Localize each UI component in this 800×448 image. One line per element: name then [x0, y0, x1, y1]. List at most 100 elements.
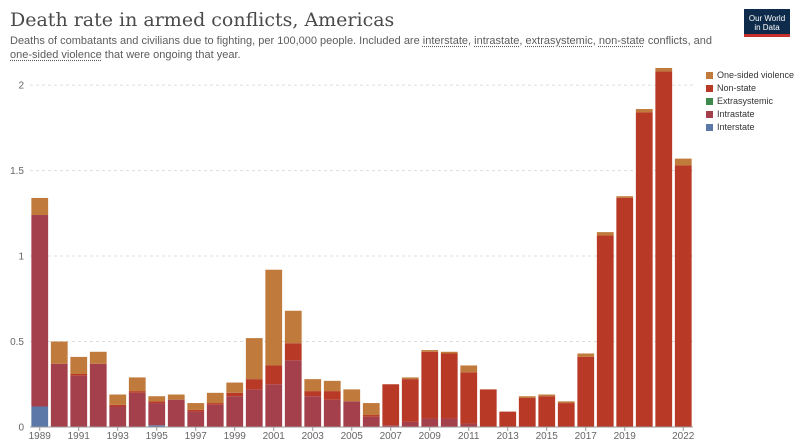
bar-segment[interactable]: [187, 409, 205, 412]
bar-segment[interactable]: [109, 404, 127, 407]
bar-stack[interactable]: [31, 197, 49, 427]
bar-segment[interactable]: [284, 310, 302, 344]
subtitle-term-link[interactable]: one-sided violence: [10, 48, 102, 61]
bar-segment[interactable]: [148, 396, 166, 402]
bar-stack[interactable]: [226, 382, 244, 427]
bar-segment[interactable]: [70, 356, 88, 375]
bar-segment[interactable]: [635, 112, 653, 427]
bar-segment[interactable]: [421, 350, 439, 352]
bar-stack[interactable]: [577, 353, 595, 427]
bar-segment[interactable]: [226, 382, 244, 393]
bar-segment[interactable]: [109, 406, 127, 427]
bar-segment[interactable]: [616, 196, 634, 198]
bar-segment[interactable]: [343, 401, 361, 427]
bar-segment[interactable]: [440, 353, 458, 419]
bar-segment[interactable]: [616, 197, 634, 427]
bar-segment[interactable]: [401, 379, 419, 422]
bar-stack[interactable]: [148, 396, 166, 427]
bar-segment[interactable]: [265, 384, 283, 427]
bar-segment[interactable]: [518, 397, 536, 427]
bar-segment[interactable]: [265, 365, 283, 385]
bar-stack[interactable]: [616, 196, 634, 427]
bar-segment[interactable]: [128, 391, 146, 393]
bar-segment[interactable]: [538, 396, 556, 427]
bar-segment[interactable]: [362, 403, 380, 416]
bar-segment[interactable]: [50, 341, 68, 364]
bar-stack[interactable]: [596, 232, 614, 427]
bar-stack[interactable]: [674, 158, 692, 427]
legend-item[interactable]: Interstate: [706, 121, 794, 134]
bar-stack[interactable]: [245, 338, 263, 427]
subtitle-term-link[interactable]: intrastate: [474, 35, 520, 47]
bar-segment[interactable]: [655, 68, 673, 72]
bar-segment[interactable]: [148, 425, 166, 427]
bar-segment[interactable]: [226, 392, 244, 397]
bar-segment[interactable]: [557, 401, 575, 404]
legend-item[interactable]: One-sided violence: [706, 69, 794, 82]
bar-segment[interactable]: [31, 406, 49, 427]
bar-stack[interactable]: [635, 109, 653, 427]
bar-segment[interactable]: [577, 353, 595, 357]
bar-segment[interactable]: [382, 425, 400, 427]
legend-item[interactable]: Non-state: [706, 82, 794, 95]
bar-segment[interactable]: [167, 394, 185, 400]
bar-segment[interactable]: [421, 351, 439, 419]
bar-stack[interactable]: [109, 394, 127, 427]
bar-stack[interactable]: [323, 380, 341, 427]
bar-segment[interactable]: [323, 399, 341, 427]
bar-segment[interactable]: [304, 391, 322, 397]
bar-stack[interactable]: [440, 351, 458, 427]
bar-segment[interactable]: [89, 351, 107, 364]
bar-segment[interactable]: [265, 269, 283, 366]
bar-stack[interactable]: [655, 68, 673, 428]
bar-stack[interactable]: [538, 394, 556, 427]
bar-segment[interactable]: [577, 356, 595, 427]
bar-stack[interactable]: [362, 403, 380, 427]
bar-stack[interactable]: [421, 350, 439, 427]
bar-stack[interactable]: [557, 401, 575, 427]
bar-segment[interactable]: [557, 403, 575, 427]
bar-segment[interactable]: [460, 365, 478, 373]
bar-stack[interactable]: [89, 351, 107, 427]
bar-segment[interactable]: [440, 418, 458, 427]
bar-segment[interactable]: [89, 363, 107, 427]
bar-stack[interactable]: [50, 341, 68, 427]
bar-segment[interactable]: [187, 403, 205, 410]
bar-segment[interactable]: [304, 379, 322, 392]
bar-segment[interactable]: [206, 403, 224, 405]
bar-stack[interactable]: [304, 379, 322, 427]
bar-segment[interactable]: [226, 396, 244, 427]
bar-segment[interactable]: [382, 384, 400, 426]
subtitle-term-link[interactable]: interstate: [422, 35, 469, 47]
bar-segment[interactable]: [109, 394, 127, 405]
bar-segment[interactable]: [401, 377, 419, 380]
bar-segment[interactable]: [596, 232, 614, 236]
bar-stack[interactable]: [284, 310, 302, 427]
legend-item[interactable]: Intrastate: [706, 108, 794, 121]
bar-segment[interactable]: [245, 379, 263, 390]
legend-item[interactable]: Extrasystemic: [706, 95, 794, 108]
bar-segment[interactable]: [323, 380, 341, 392]
bar-segment[interactable]: [206, 404, 224, 427]
bar-segment[interactable]: [284, 360, 302, 427]
bar-segment[interactable]: [50, 363, 68, 427]
bar-segment[interactable]: [538, 394, 556, 397]
bar-segment[interactable]: [31, 215, 49, 407]
bar-stack[interactable]: [70, 356, 88, 427]
bar-segment[interactable]: [167, 399, 185, 427]
bar-segment[interactable]: [674, 165, 692, 427]
subtitle-term-link[interactable]: extrasystemic: [525, 35, 593, 47]
bar-segment[interactable]: [245, 389, 263, 427]
bar-segment[interactable]: [460, 423, 478, 427]
bar-segment[interactable]: [323, 391, 341, 400]
bar-stack[interactable]: [460, 365, 478, 427]
bar-segment[interactable]: [148, 403, 166, 426]
bar-segment[interactable]: [245, 338, 263, 380]
bar-segment[interactable]: [401, 421, 419, 427]
bar-segment[interactable]: [31, 197, 49, 216]
bar-segment[interactable]: [440, 351, 458, 354]
bar-segment[interactable]: [421, 418, 439, 427]
bar-segment[interactable]: [128, 392, 146, 427]
bar-stack[interactable]: [265, 269, 283, 427]
bar-segment[interactable]: [362, 415, 380, 417]
